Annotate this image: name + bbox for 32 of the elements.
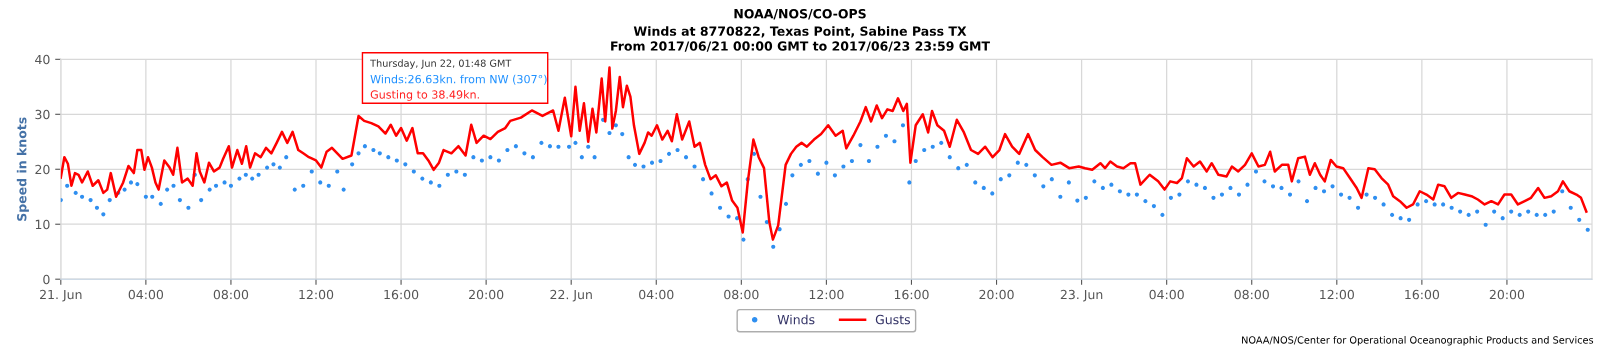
x-tick-label: 08:00 [1234, 289, 1269, 300]
chart-subtitle: Winds at 8770822, Texas Point, Sabine Pass TX From 2017/06/21 00:00 GMT to 2017/06/23 23:59 GMT [611, 26, 990, 52]
x-tick-label: 08:00 [213, 289, 249, 300]
x-tick-label: 20:00 [979, 289, 1014, 300]
text: NOAA/NOS/Center for Operational Oceanographic Products and Services [1242, 336, 1594, 346]
chart-title: NOAA/NOS/CO-OPS [734, 8, 866, 20]
x-tick-label: 20:00 [469, 289, 504, 300]
x-tick-label: 04:00 [128, 289, 164, 300]
x-tick-label: 21. Jun [40, 289, 82, 302]
x-tick-label: 16:00 [384, 289, 419, 300]
y-tick-label: 10 [35, 219, 50, 230]
annotation: Gusting to 38.49kn. [370, 90, 479, 101]
x-tick-label: 04:00 [1149, 289, 1184, 300]
x-tick-label: 22. Jun [550, 289, 592, 302]
x-tick-label: 16:00 [894, 289, 929, 300]
y-tick-label: 0 [43, 274, 50, 285]
x-tick-label: 12:00 [1320, 289, 1354, 300]
x-tick-label: 16:00 [1405, 289, 1440, 300]
annotation: Thursday, Jun 22, 01:48 GMT [370, 59, 512, 69]
legend-label: Gusts [875, 314, 911, 325]
y-axis-title: Speed in knots [16, 117, 29, 221]
y-tick-label: 30 [35, 109, 50, 120]
y-tick-label: 20 [35, 164, 50, 175]
x-tick-label: 23. Jun [1060, 289, 1103, 302]
x-tick-label: 08:00 [724, 289, 759, 300]
annotation: Winds:26.63kn. from NW (307°) [370, 74, 547, 85]
legend-label: Winds [777, 314, 815, 325]
x-tick-label: 20:00 [1489, 289, 1525, 300]
x-tick-label: 12:00 [809, 289, 844, 300]
x-tick-label: 12:00 [299, 289, 334, 300]
x-tick-label: 04:00 [639, 289, 674, 300]
y-tick-label: 40 [35, 54, 50, 65]
